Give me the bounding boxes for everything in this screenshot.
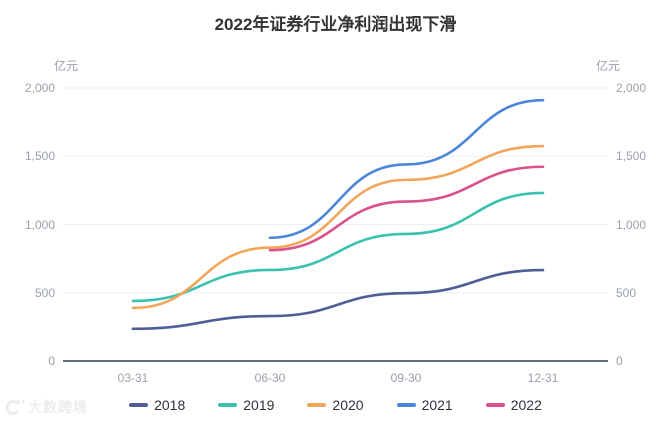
series-line-2019 <box>131 191 545 303</box>
y-tick-label-right: 500 <box>616 285 637 300</box>
y-axis-unit-right: 亿元 <box>595 59 620 73</box>
legend-marker-2021 <box>396 403 416 407</box>
series-line-2018 <box>131 268 545 331</box>
y-tick-label-left: 1,000 <box>24 217 55 232</box>
y-tick-label-left: 500 <box>34 285 55 300</box>
legend-item-2021[interactable]: 2021 <box>396 397 453 413</box>
legend-marker-2018 <box>129 403 149 407</box>
legend-marker-2019 <box>218 403 238 407</box>
y-tick-label-left: 1,500 <box>24 149 55 164</box>
series-line-2020 <box>131 144 545 310</box>
legend: 2018 2019 2020 2021 2022 <box>0 393 671 417</box>
chart-title: 2022年证券行业净利润出现下滑 <box>214 15 457 34</box>
watermark: 大数跨境 <box>5 396 88 418</box>
legend-item-2019[interactable]: 2019 <box>218 397 274 413</box>
y-tick-label-left: 0 <box>48 354 55 368</box>
legend-label: 2019 <box>243 397 275 413</box>
y-tick-label-right: 1,000 <box>616 217 647 232</box>
legend-marker-2020 <box>307 403 327 407</box>
legend-label: 2018 <box>154 397 186 413</box>
legend-item-2020[interactable]: 2020 <box>307 397 364 413</box>
series-line-2021 <box>268 98 545 240</box>
x-tick-label: 09-30 <box>390 371 422 385</box>
legend-label: 2020 <box>332 397 364 413</box>
y-tick-label-left: 2,000 <box>24 81 55 95</box>
watermark-text: 大数跨境 <box>28 399 88 415</box>
x-tick-label: 06-30 <box>254 371 286 385</box>
x-tick-label: 03-31 <box>117 371 149 385</box>
legend-label: 2021 <box>421 397 453 413</box>
y-tick-label-right: 1,500 <box>616 149 647 164</box>
y-tick-label-right: 0 <box>616 354 623 368</box>
y-axis-unit-left: 亿元 <box>53 59 78 73</box>
legend-marker-2022 <box>485 403 505 407</box>
legend-item-2018[interactable]: 2018 <box>129 397 185 413</box>
series-line-2022 <box>268 165 545 252</box>
watermark-logo-icon <box>5 399 25 415</box>
legend-item-2022[interactable]: 2022 <box>485 397 542 413</box>
legend-label: 2022 <box>510 397 542 413</box>
y-tick-label-right: 2,000 <box>616 81 647 95</box>
x-tick-label: 12-31 <box>527 371 559 385</box>
